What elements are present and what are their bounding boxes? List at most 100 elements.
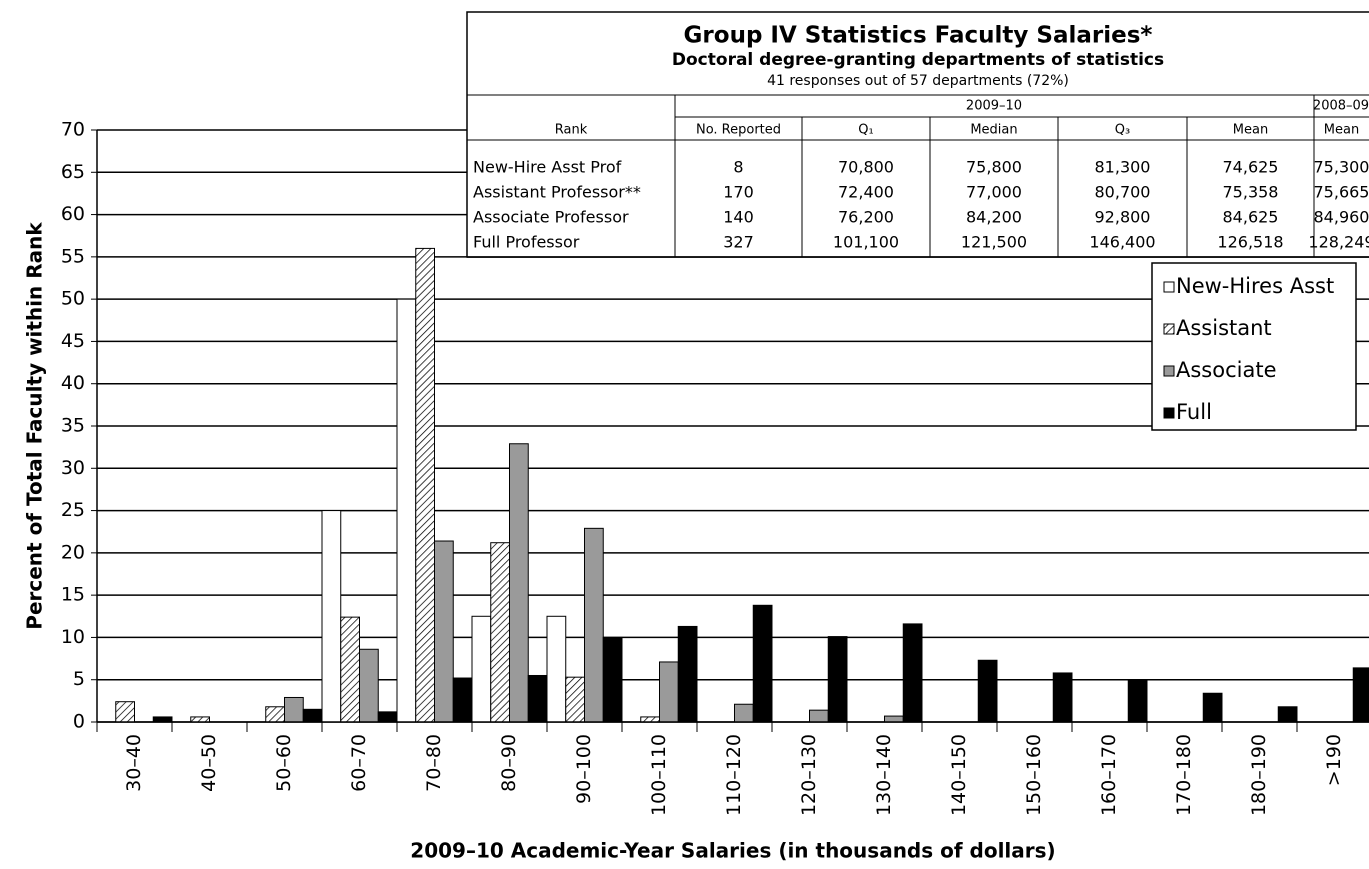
bar xyxy=(659,661,679,723)
legend: New-Hires Asst Assistant Associate Full xyxy=(1151,262,1357,431)
table-cell: 170 xyxy=(723,183,754,202)
legend-label: New-Hires Asst xyxy=(1176,274,1334,298)
bar xyxy=(115,701,135,723)
x-tick-label: 80–90 xyxy=(498,734,520,792)
y-tick-label: 20 xyxy=(61,541,85,563)
y-tick-label: 35 xyxy=(61,415,85,437)
bar xyxy=(527,674,548,723)
y-tick-label: 10 xyxy=(61,626,85,648)
bar xyxy=(827,636,848,723)
x-tick-label: 100–110 xyxy=(648,734,670,816)
table-cell: 101,100 xyxy=(833,233,899,252)
table-cell: 74,625 xyxy=(1223,158,1279,177)
table-cell: 8 xyxy=(733,158,743,177)
y-tick-label: 25 xyxy=(61,499,85,521)
table-cell: 126,518 xyxy=(1217,233,1283,252)
bar xyxy=(734,703,754,723)
bar xyxy=(1202,692,1223,723)
bar xyxy=(1277,706,1298,723)
y-tick-label: 40 xyxy=(61,372,85,394)
legend-swatch xyxy=(1163,323,1175,335)
x-tick-label: 180–190 xyxy=(1248,734,1270,816)
table-subtitle: Doctoral degree-granting departments of … xyxy=(672,50,1164,70)
row-label: Assistant Professor** xyxy=(473,183,641,202)
column-header: Rank xyxy=(555,123,588,138)
table-cell: 121,500 xyxy=(961,233,1027,252)
legend-frame xyxy=(1151,262,1357,431)
bar xyxy=(509,443,529,723)
y-tick-label: 0 xyxy=(73,711,85,733)
x-axis-label: 2009–10 Academic-Year Salaries (in thous… xyxy=(410,839,1055,863)
bar xyxy=(452,677,473,723)
legend-label: Assistant xyxy=(1176,316,1272,340)
bar xyxy=(902,623,923,723)
table-cell: 70,800 xyxy=(838,158,894,177)
bar xyxy=(640,716,660,723)
bar xyxy=(359,648,379,723)
column-header: Mean xyxy=(1324,123,1359,138)
bar xyxy=(340,616,360,723)
x-tick-label: 70–80 xyxy=(423,734,445,792)
bar xyxy=(396,298,417,723)
x-tick-label: 110–120 xyxy=(723,734,745,816)
bar xyxy=(565,676,585,723)
table-cell: 75,665 xyxy=(1314,183,1369,202)
bar xyxy=(884,715,904,723)
y-tick-label: 15 xyxy=(61,584,85,606)
x-tick-label: 40–50 xyxy=(198,734,220,792)
x-tick-label: 130–140 xyxy=(873,734,895,816)
column-header: Median xyxy=(970,123,1017,138)
table-frame xyxy=(466,11,1369,258)
bar xyxy=(302,708,323,723)
table-cell: 75,800 xyxy=(966,158,1022,177)
bar xyxy=(977,659,998,723)
bar xyxy=(190,716,210,723)
bar xyxy=(602,636,623,723)
y-tick-label: 5 xyxy=(73,668,85,690)
y-axis-label: Percent of Total Faculty within Rank xyxy=(23,222,47,630)
bar xyxy=(1052,672,1073,723)
x-tick-label: 90–100 xyxy=(573,734,595,804)
plot: 0 5 10 15 20 25 30 35 40 45 50 55 60 65 70 30–40 40–50 50… xyxy=(61,119,1369,816)
bar xyxy=(490,542,510,723)
row-label: Full Professor xyxy=(473,233,580,252)
table-cell: 75,300 xyxy=(1314,158,1369,177)
x-tick-label: 120–130 xyxy=(798,734,820,816)
bar xyxy=(284,696,304,723)
legend-label: Full xyxy=(1176,400,1212,424)
bar xyxy=(415,247,435,723)
row-label: Associate Professor xyxy=(473,208,629,227)
x-tick-label: >190 xyxy=(1323,734,1345,786)
table-cell: 327 xyxy=(723,233,754,252)
column-header: No. Reported xyxy=(696,123,781,138)
x-tick-label: 50–60 xyxy=(273,734,295,792)
table-cell: 84,200 xyxy=(966,208,1022,227)
y-tick-label: 60 xyxy=(61,203,85,225)
bar xyxy=(321,510,342,723)
y-tick-label: 50 xyxy=(61,288,85,310)
table-cell: 140 xyxy=(723,208,754,227)
group-header: 2008–09 xyxy=(1313,99,1369,114)
column-header: Q₁ xyxy=(858,123,873,138)
table-cell: 128,249 xyxy=(1308,233,1369,252)
y-tick-label: 45 xyxy=(61,330,85,352)
column-header: Q₃ xyxy=(1115,123,1130,138)
table: Group IV Statistics Faculty Salaries* Do… xyxy=(466,11,1369,258)
table-cell: 146,400 xyxy=(1089,233,1155,252)
x-tick-label: 170–180 xyxy=(1173,734,1195,816)
table-cell: 76,200 xyxy=(838,208,894,227)
table-cell: 80,700 xyxy=(1095,183,1151,202)
y-tick-label: 55 xyxy=(61,245,85,267)
table-cell: 72,400 xyxy=(838,183,894,202)
table-cell: 77,000 xyxy=(966,183,1022,202)
x-tick-label: 30–40 xyxy=(123,734,145,792)
bar xyxy=(471,615,492,723)
bar xyxy=(1352,667,1369,723)
bar xyxy=(809,709,829,723)
legend-label: Associate xyxy=(1176,358,1277,382)
table-cell: 81,300 xyxy=(1095,158,1151,177)
table-note: 41 responses out of 57 departments (72%) xyxy=(767,73,1069,89)
table-cell: 75,358 xyxy=(1223,183,1279,202)
